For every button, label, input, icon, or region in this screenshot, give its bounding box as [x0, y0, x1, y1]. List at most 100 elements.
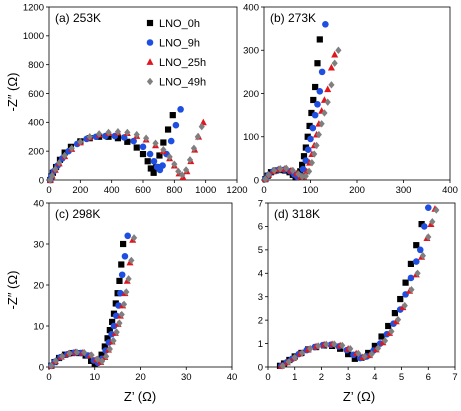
data-point [347, 345, 354, 353]
y-tick-label: 1000 [23, 31, 44, 42]
data-point [262, 175, 269, 183]
data-point [150, 157, 158, 165]
data-point [186, 156, 194, 164]
x-tick-label: 600 [135, 185, 151, 196]
series-LNO_0h [262, 36, 323, 183]
data-point [73, 348, 81, 356]
y-tick-label: 0 [39, 362, 44, 373]
panel-label: (c) 298K [55, 207, 100, 221]
data-point [306, 122, 313, 130]
data-point [118, 310, 125, 319]
data-point [300, 153, 308, 160]
data-point [365, 349, 372, 357]
data-point [81, 348, 88, 357]
data-point [150, 169, 157, 176]
x-tick-label: 40 [227, 372, 238, 383]
data-point [169, 112, 176, 119]
data-point [130, 137, 137, 145]
data-point [133, 144, 140, 151]
data-point [351, 355, 358, 362]
data-point [391, 310, 398, 317]
legend-label: LNO_49h [159, 77, 206, 89]
data-point [47, 176, 54, 184]
shared-xlabel-right: Z’ (Ω) [343, 389, 375, 404]
data-point [179, 171, 186, 179]
data-point [124, 138, 131, 145]
panel-4: 0 1 2 3 4 5 6 7 0 1 2 3 4 5 6 7 (d) 318K [258, 198, 458, 383]
data-point [321, 109, 328, 117]
data-point [172, 121, 180, 129]
data-point [159, 162, 166, 169]
data-point [371, 342, 378, 350]
y-tick-label: 4 [258, 269, 263, 280]
data-point [299, 349, 306, 357]
data-point [59, 352, 66, 361]
data-point [313, 141, 320, 150]
y-tick-label: 3 [258, 292, 263, 303]
y-tick-label: 10 [33, 321, 44, 332]
data-point [318, 120, 325, 128]
data-point [123, 288, 130, 296]
data-point [304, 146, 312, 154]
x-tick-label: 0 [46, 185, 51, 196]
data-point [77, 138, 84, 146]
legend-marker [146, 58, 154, 65]
y-tick-label: 200 [28, 146, 44, 157]
data-point [314, 101, 321, 108]
data-point [401, 301, 408, 310]
data-point [302, 157, 310, 164]
data-point [265, 171, 272, 179]
y-tick-label: 800 [28, 60, 44, 71]
data-point [130, 234, 138, 242]
data-point [171, 160, 178, 168]
data-point [407, 274, 415, 282]
data-point [307, 135, 314, 143]
data-point [345, 351, 352, 358]
data-point [385, 322, 392, 330]
data-point [295, 170, 302, 178]
data-point [413, 242, 420, 249]
series-LNO_0h [48, 240, 127, 369]
x-tick-label: 2 [319, 372, 324, 383]
data-point [309, 124, 317, 132]
y-tick-label: 200 [243, 89, 259, 100]
data-point [324, 85, 332, 93]
data-point [279, 362, 286, 370]
data-point [271, 166, 278, 175]
x-tick-label: 400 [104, 185, 120, 196]
data-point [56, 159, 63, 167]
data-point [318, 68, 326, 76]
data-point [381, 337, 389, 345]
data-point [128, 256, 135, 265]
panel-label: (b) 273K [270, 11, 316, 25]
data-point [289, 166, 296, 175]
data-point [424, 204, 432, 211]
x-tick-label: 3 [345, 372, 350, 383]
data-point [412, 258, 420, 265]
y-tick-label: 30 [33, 239, 44, 250]
legend-marker [146, 39, 154, 46]
data-point [103, 352, 110, 361]
y-tick-label: 6 [258, 222, 263, 233]
x-tick-label: 20 [135, 372, 146, 383]
data-point [110, 337, 117, 345]
x-tick-label: 1200 [226, 185, 247, 196]
panel-label: (a) 253K [55, 11, 101, 25]
y-tick-label: 5 [258, 245, 263, 256]
data-point [397, 295, 404, 303]
data-point [388, 327, 395, 336]
data-point [105, 128, 112, 137]
data-point [297, 168, 304, 175]
series-LNO_49h [279, 206, 440, 370]
data-point [124, 128, 131, 137]
legend-label: LNO_9h [159, 38, 200, 50]
shared-ylabel-bottom: -Z″ (Ω) [5, 271, 20, 310]
data-point [416, 246, 424, 254]
data-point [94, 355, 101, 363]
data-point [315, 342, 322, 350]
data-point [331, 340, 338, 348]
data-point [166, 153, 173, 161]
series-LNO_49h [262, 46, 342, 183]
panel-2: 0 100 200 300 400 0 100 200 300 400 (b) 273K [243, 2, 458, 196]
legend: LNO_0h LNO_9h LNO_25h LNO_49h [146, 18, 206, 89]
